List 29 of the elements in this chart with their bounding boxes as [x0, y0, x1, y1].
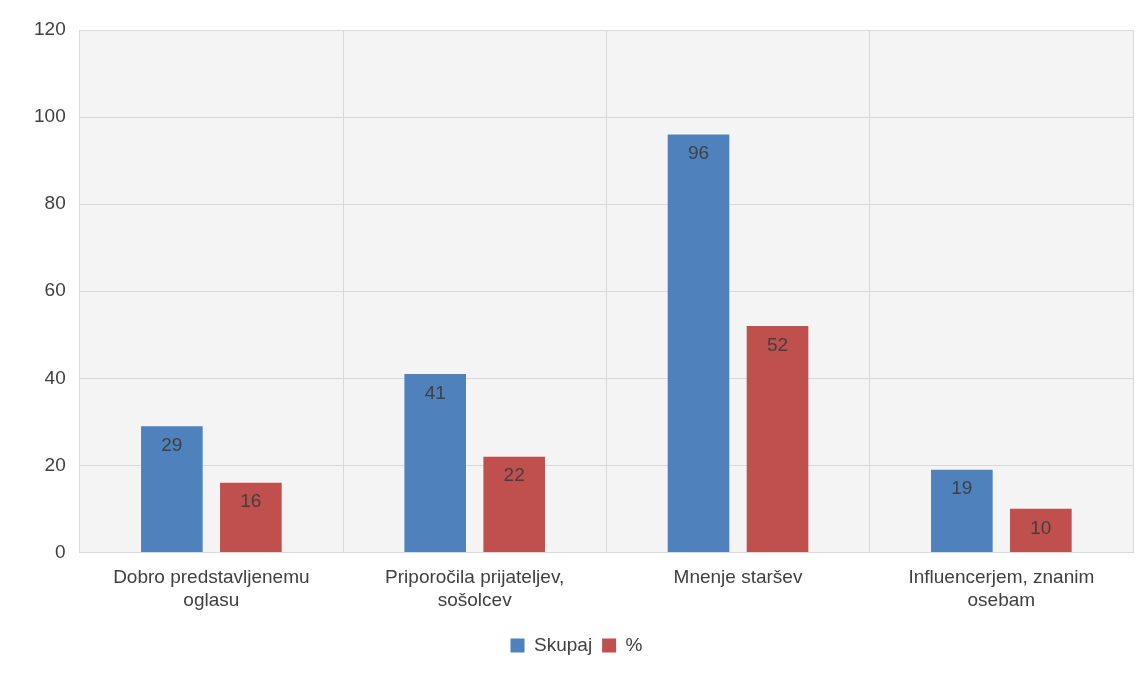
- y-tick-label: 80: [44, 192, 66, 214]
- x-tick-label: Dobro predstavljenemu oglasu: [113, 566, 310, 610]
- x-tick-label: Influencerjem, znanim osebam: [908, 566, 1095, 610]
- bar: [1010, 508, 1072, 552]
- data-label: 52: [766, 333, 789, 355]
- data-label: 96: [687, 142, 710, 164]
- data-label: 29: [161, 433, 183, 455]
- data-label: 22: [503, 464, 525, 486]
- bar: [220, 482, 282, 552]
- y-tick-label: 20: [44, 453, 66, 475]
- y-tick-label: 100: [34, 105, 66, 127]
- legend-label: %: [625, 633, 643, 655]
- bar: [404, 373, 466, 552]
- bar: [141, 426, 203, 552]
- x-tick-label: Mnenje staršev: [673, 566, 803, 588]
- data-label: 16: [240, 490, 262, 512]
- bar: [746, 326, 809, 552]
- bar: [667, 134, 730, 552]
- data-label: 19: [951, 477, 973, 499]
- y-tick-label: 40: [44, 366, 66, 388]
- data-label: 41: [424, 381, 446, 403]
- x-tick-label: Priporočila prijateljev, sošolcev: [385, 566, 565, 610]
- data-label: 10: [1030, 516, 1052, 538]
- legend-label: Skupaj: [534, 633, 593, 655]
- y-tick-label: 60: [44, 279, 66, 301]
- y-tick-label: 120: [34, 18, 66, 40]
- bar: [931, 469, 993, 552]
- bar: [483, 456, 545, 552]
- y-tick-label: 0: [55, 540, 66, 562]
